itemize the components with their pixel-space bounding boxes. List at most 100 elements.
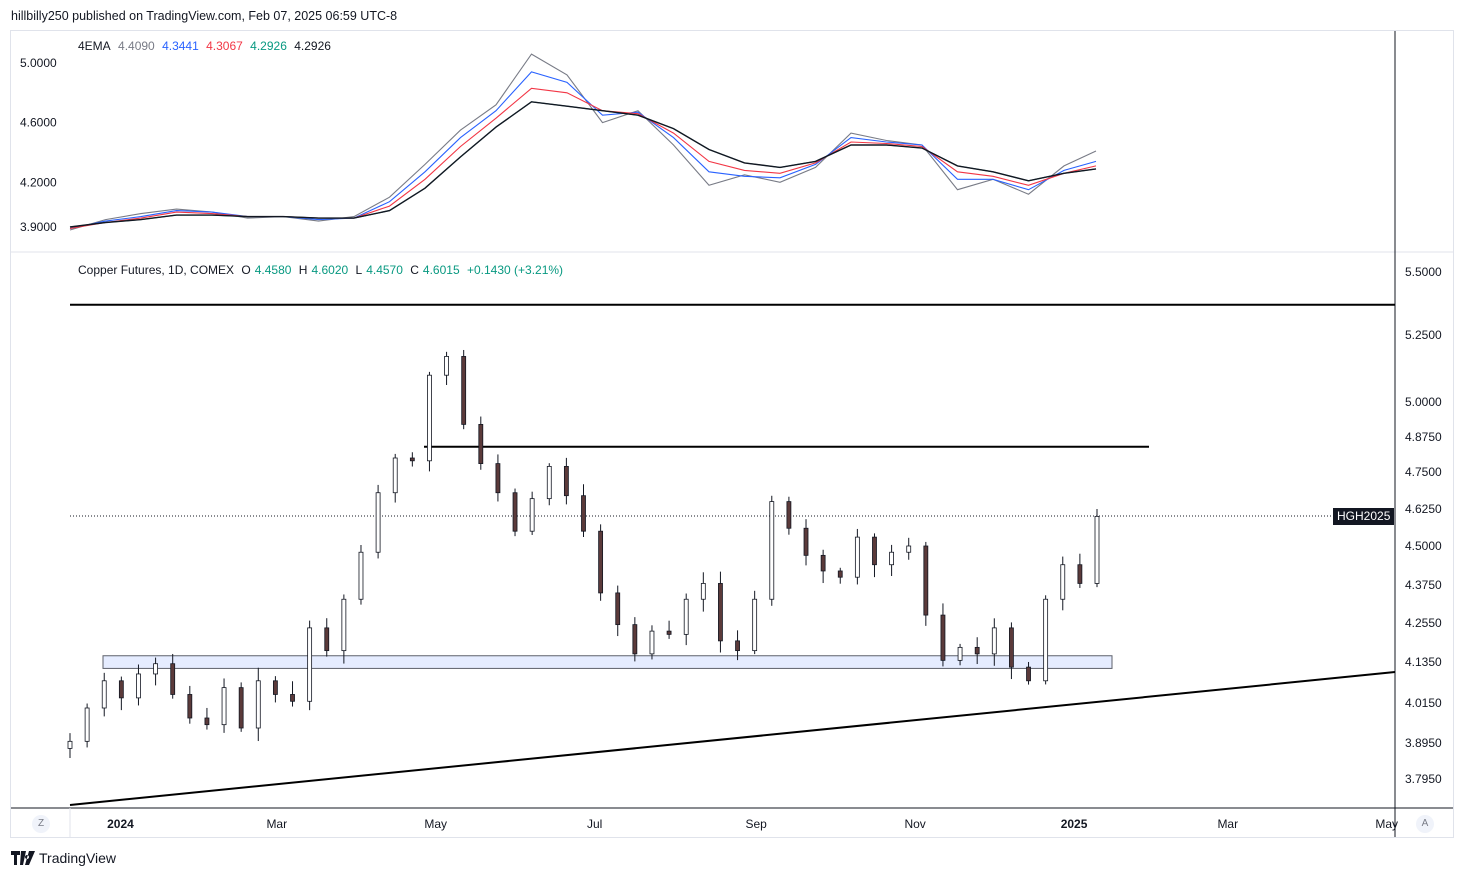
candle-body [153, 663, 158, 675]
candle-body [392, 457, 398, 494]
ema-ytick-label: 5.0000 [20, 56, 57, 70]
change-value: +0.1430 (+3.21%) [466, 263, 564, 277]
candle-body [221, 687, 227, 726]
brand-label: TradingView [39, 850, 117, 866]
time-tick-label: Mar [266, 817, 287, 831]
support-zone [102, 655, 1113, 669]
candle-body [444, 356, 449, 376]
candle-body [495, 463, 501, 494]
price-ytick-label: 4.3750 [1405, 578, 1442, 592]
candle-body [272, 680, 278, 695]
candle-body [940, 614, 946, 661]
candle-body [957, 646, 963, 661]
ema-line-2 [69, 71, 1097, 230]
candle-body [187, 694, 193, 719]
candle-body [872, 536, 877, 566]
open-field: O 4.4580 [241, 263, 291, 277]
close-label: C [410, 263, 419, 277]
candle-body [84, 707, 90, 742]
candle-body [409, 457, 415, 462]
high-label: H [298, 263, 308, 277]
candle-body [546, 465, 552, 500]
price-ytick-label: 4.1350 [1405, 655, 1442, 669]
time-tick-label: Sep [746, 817, 768, 831]
main-legend: Copper Futures, 1D, COMEX O 4.4580 H 4.602… [78, 263, 567, 277]
tradingview-icon [11, 851, 35, 865]
price-ytick-label: 5.0000 [1405, 395, 1442, 409]
candle-body [803, 527, 809, 556]
ema-ytick-label: 3.9000 [20, 220, 57, 234]
high-value: 4.6020 [311, 263, 349, 277]
candle-body [752, 598, 758, 652]
candle-body [1060, 564, 1066, 600]
time-tick-label: 2024 [107, 817, 134, 831]
time-tick-label: May [1375, 817, 1398, 831]
candle-body [1009, 627, 1014, 668]
candle-body [1077, 564, 1083, 584]
candle-body [666, 630, 672, 635]
ema-value-2: 4.3441 [162, 39, 199, 53]
price-ytick-label: 4.0150 [1405, 696, 1442, 710]
candle-body [581, 495, 586, 532]
candle-body [67, 740, 73, 749]
candle-body [854, 536, 860, 578]
ema-value-5: 4.2926 [294, 39, 331, 53]
price-ytick-label: 4.6250 [1405, 502, 1442, 516]
candle-body [1026, 666, 1031, 682]
candle-body [170, 663, 176, 695]
candle-body [820, 554, 826, 572]
candle-body [615, 592, 621, 626]
candle-body [478, 423, 484, 464]
candle-body [341, 598, 347, 652]
ema-value-3: 4.3067 [206, 39, 243, 53]
price-tag: HGH2025 [1333, 508, 1395, 525]
ema-ytick-label: 4.2000 [20, 175, 57, 189]
candle-body [1094, 516, 1100, 584]
candle-body [375, 492, 381, 553]
candle-body [358, 551, 364, 600]
ema-label: 4EMA [78, 39, 111, 53]
candle-body [563, 465, 569, 497]
publisher-caption: hillbilly250 published on TradingView.co… [11, 9, 398, 23]
price-ytick-label: 4.7500 [1405, 465, 1442, 479]
candle-body [529, 498, 535, 532]
candle-body [118, 680, 124, 699]
candle-body [255, 680, 261, 729]
candle-body [461, 356, 467, 425]
candle-body [290, 694, 295, 702]
open-label: O [241, 263, 251, 277]
time-tick-label: Nov [904, 817, 925, 831]
candle-body [598, 530, 604, 594]
chart-frame [10, 30, 1454, 838]
low-value: 4.4570 [366, 263, 403, 277]
ema-line-1 [69, 53, 1097, 231]
time-tick-label: 2025 [1061, 817, 1088, 831]
ema-line-5 [69, 101, 1097, 228]
candle-body [837, 570, 843, 578]
scale-zoom-button[interactable]: Z [32, 815, 50, 833]
candle-body [974, 646, 980, 655]
ascending-trendline [69, 671, 1396, 806]
candle-body [906, 545, 912, 553]
candle-body [512, 492, 518, 532]
price-ytick-label: 3.8950 [1405, 736, 1442, 750]
price-ytick-label: 4.2550 [1405, 616, 1442, 630]
high-field: H 4.6020 [299, 263, 348, 277]
close-field: C 4.6015 [410, 263, 459, 277]
ema-ytick-label: 4.6000 [20, 116, 57, 130]
scale-auto-button[interactable]: A [1416, 815, 1434, 833]
candle-body [324, 627, 330, 652]
candle-body [718, 583, 723, 642]
candle-body [700, 583, 706, 600]
ema-legend: 4EMA 4.4090 4.3441 4.3067 4.2926 4.2926 [78, 39, 335, 53]
time-tick-label: Mar [1217, 817, 1238, 831]
price-ytick-label: 5.5000 [1405, 265, 1442, 279]
candle-body [991, 627, 997, 655]
ema-value-1: 4.4090 [118, 39, 155, 53]
ema-value-4: 4.2926 [250, 39, 287, 53]
candle-body [735, 640, 740, 652]
low-label: L [355, 263, 363, 277]
time-tick-label: May [424, 817, 447, 831]
tradingview-logo[interactable]: TradingView [11, 850, 116, 866]
